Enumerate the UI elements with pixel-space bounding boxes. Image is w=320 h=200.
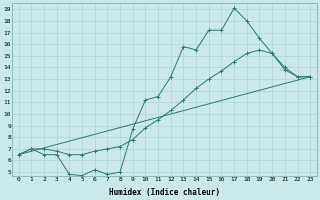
X-axis label: Humidex (Indice chaleur): Humidex (Indice chaleur) (109, 188, 220, 197)
